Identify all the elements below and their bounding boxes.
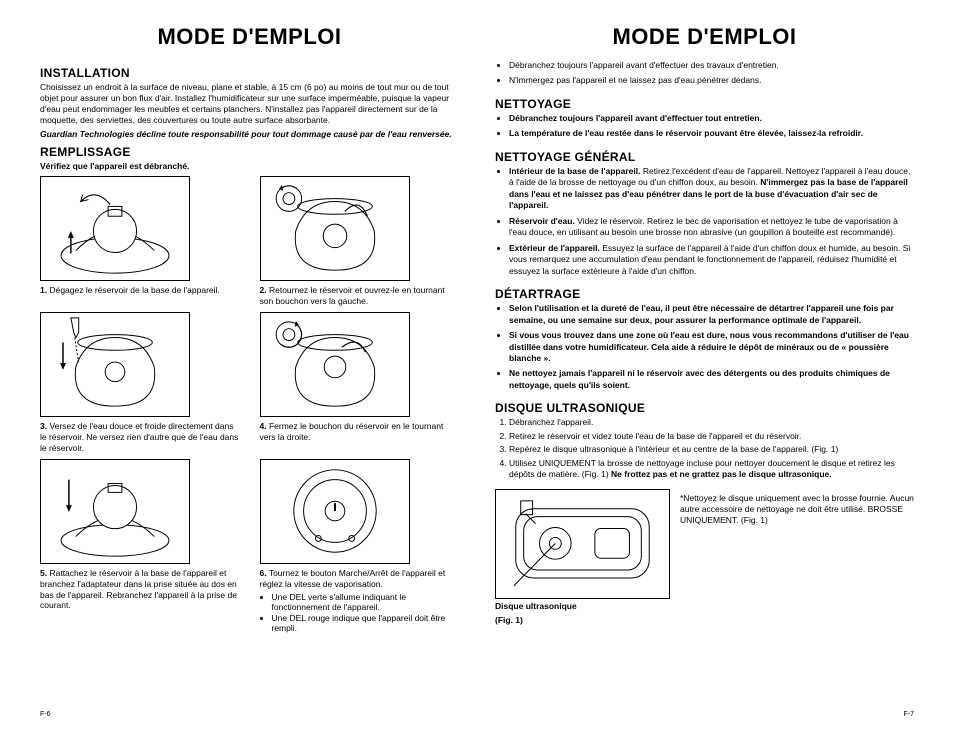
footer-right: F-7 bbox=[495, 711, 914, 718]
heading-installation: INSTALLATION bbox=[40, 66, 459, 80]
installation-text: Choisissez un endroit à la surface de ni… bbox=[40, 82, 459, 126]
step4-caption: 4. Fermez le bouchon du réservoir en le … bbox=[260, 421, 460, 442]
disque-steps: Débranchez l'appareil. Retirez le réserv… bbox=[495, 417, 914, 482]
det-b2: Si vous vous trouvez dans une zone où l'… bbox=[509, 330, 914, 364]
figure-note: *Nettoyez le disque uniquement avec la b… bbox=[680, 489, 914, 526]
left-page: MODE D'EMPLOI INSTALLATION Choisissez un… bbox=[40, 24, 459, 718]
nettoyage-bullets: Débranchez toujours l'appareil avant d'e… bbox=[495, 113, 914, 144]
step-5: 5. Rattachez le réservoir à la base de l… bbox=[40, 459, 240, 634]
step3-illustration bbox=[40, 312, 190, 417]
intro-bullets: Débranchez toujours l'appareil avant d'e… bbox=[495, 60, 914, 91]
nett-b1: Débranchez toujours l'appareil avant d'e… bbox=[509, 113, 914, 124]
step-4: 4. Fermez le bouchon du réservoir en le … bbox=[260, 312, 460, 453]
steps-grid: 1. Dégagez le réservoir de la base de l'… bbox=[40, 176, 459, 634]
step4-illustration bbox=[260, 312, 410, 417]
installation-warning: Guardian Technologies décline toute resp… bbox=[40, 129, 459, 139]
disque-label: Disque ultrasonique bbox=[495, 601, 670, 611]
step2-caption: 2. Retournez le réservoir et ouvrez-le e… bbox=[260, 285, 460, 306]
step-2: 2. Retournez le réservoir et ouvrez-le e… bbox=[260, 176, 460, 306]
step1-caption: 1. Dégagez le réservoir de la base de l'… bbox=[40, 285, 240, 296]
step5-caption: 5. Rattachez le réservoir à la base de l… bbox=[40, 568, 240, 611]
step6-sub2: Une DEL rouge indique que l'appareil doi… bbox=[272, 613, 460, 634]
step1-illustration bbox=[40, 176, 190, 281]
right-page: MODE D'EMPLOI Débranchez toujours l'appa… bbox=[495, 24, 914, 718]
figure-row: Disque ultrasonique (Fig. 1) *Nettoyez l… bbox=[495, 489, 914, 625]
det-b3: Ne nettoyez jamais l'appareil ni le rése… bbox=[509, 368, 914, 391]
intro-b2: N'immergez pas l'appareil et ne laissez … bbox=[509, 75, 914, 86]
step-3: 3. Versez de l'eau douce et froide direc… bbox=[40, 312, 240, 453]
det-b1: Selon l'utilisation et la dureté de l'ea… bbox=[509, 303, 914, 326]
detartrage-bullets: Selon l'utilisation et la dureté de l'ea… bbox=[495, 303, 914, 395]
fig-1-label: (Fig. 1) bbox=[495, 615, 670, 625]
figure-1-illustration bbox=[495, 489, 670, 599]
figure-wrap: Disque ultrasonique (Fig. 1) bbox=[495, 489, 670, 625]
footer-left: F-6 bbox=[40, 711, 459, 718]
heading-nettoyage: NETTOYAGE bbox=[495, 97, 914, 111]
heading-remplissage: REMPLISSAGE bbox=[40, 145, 459, 159]
disq-1: Débranchez l'appareil. bbox=[509, 417, 914, 428]
disq-4: Utilisez UNIQUEMENT la brosse de nettoya… bbox=[509, 458, 914, 481]
step6-caption: 6. Tournez le bouton Marche/Arrêt de l'a… bbox=[260, 568, 460, 589]
intro-b1: Débranchez toujours l'appareil avant d'e… bbox=[509, 60, 914, 71]
step6-illustration bbox=[260, 459, 410, 564]
heading-general: NETTOYAGE GÉNÉRAL bbox=[495, 150, 914, 164]
step-6: 6. Tournez le bouton Marche/Arrêt de l'a… bbox=[260, 459, 460, 634]
gen-b3: Extérieur de l'appareil. Essuyez la surf… bbox=[509, 243, 914, 277]
gen-b1: Intérieur de la base de l'appareil. Reti… bbox=[509, 166, 914, 212]
step6-subitems: Une DEL verte s'allume indiquant le fonc… bbox=[260, 592, 460, 635]
disq-2: Retirez le réservoir et videz toute l'ea… bbox=[509, 431, 914, 442]
heading-disque: DISQUE ULTRASONIQUE bbox=[495, 401, 914, 415]
step-1: 1. Dégagez le réservoir de la base de l'… bbox=[40, 176, 240, 306]
gen-b2: Réservoir d'eau. Videz le réservoir. Ret… bbox=[509, 216, 914, 239]
step2-illustration bbox=[260, 176, 410, 281]
disq-3: Repérez le disque ultrasonique à l'intér… bbox=[509, 444, 914, 455]
step5-illustration bbox=[40, 459, 190, 564]
step3-caption: 3. Versez de l'eau douce et froide direc… bbox=[40, 421, 240, 453]
general-bullets: Intérieur de la base de l'appareil. Reti… bbox=[495, 166, 914, 281]
page-title-left: MODE D'EMPLOI bbox=[40, 24, 459, 50]
nett-b2: La température de l'eau restée dans le r… bbox=[509, 128, 914, 139]
step6-sub1: Une DEL verte s'allume indiquant le fonc… bbox=[272, 592, 460, 613]
remplissage-sub: Vérifiez que l'appareil est débranché. bbox=[40, 161, 459, 172]
heading-detartrage: DÉTARTRAGE bbox=[495, 287, 914, 301]
page-title-right: MODE D'EMPLOI bbox=[495, 24, 914, 50]
